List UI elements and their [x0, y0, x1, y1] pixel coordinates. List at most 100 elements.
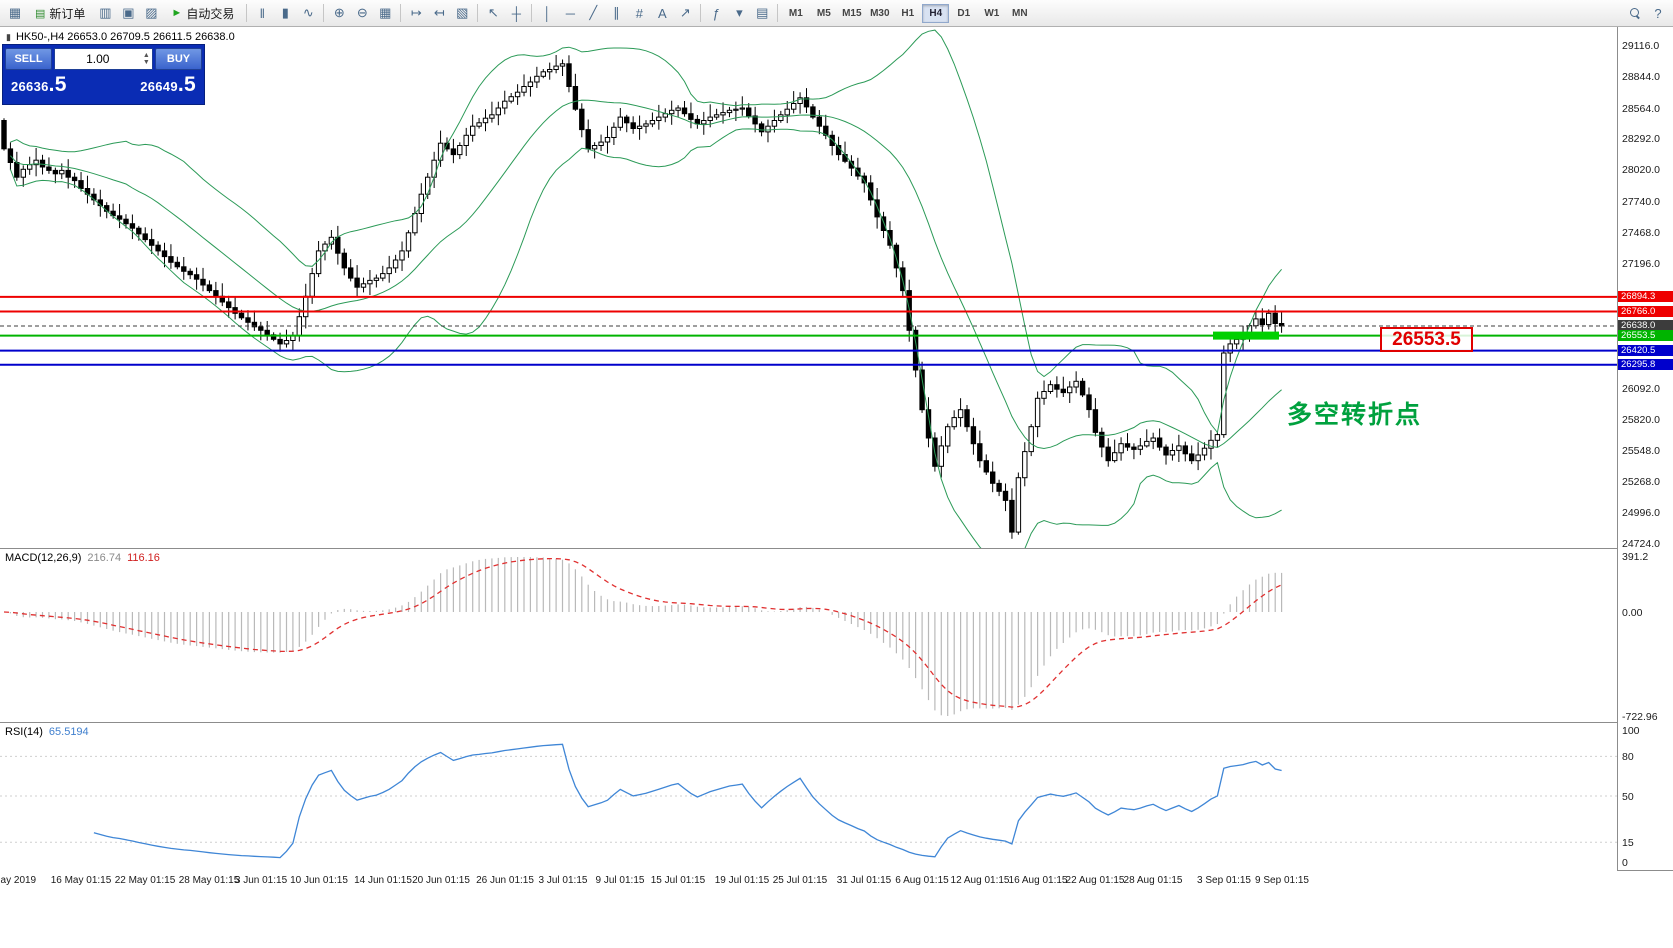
- timeframe-button-h1[interactable]: H1: [901, 7, 915, 19]
- price-annotation-box[interactable]: 26553.5: [1380, 327, 1473, 352]
- timeframe-button-mn[interactable]: MN: [1012, 7, 1028, 19]
- cursor-icon[interactable]: ↖: [487, 5, 499, 20]
- time-axis-label: 31 Jul 01:15: [836, 875, 892, 886]
- text-tool-icon[interactable]: A: [657, 5, 667, 21]
- line-chart-icon[interactable]: ∿: [302, 5, 314, 20]
- one-click-trade-panel: SELL ▲ ▼ BUY 26636.5 26649.5: [2, 44, 205, 105]
- macd-axis-tick: 0.00: [1622, 607, 1643, 619]
- price-tick: 27196.0: [1622, 258, 1660, 270]
- price-tick: 25820.0: [1622, 414, 1660, 426]
- templates-icon[interactable]: ▤: [756, 5, 769, 20]
- volume-field[interactable]: ▲ ▼: [54, 48, 153, 70]
- time-axis-label: 26 Jun 01:15: [476, 875, 534, 886]
- timeframe-button-m30[interactable]: M30: [870, 7, 890, 19]
- rsi-canvas[interactable]: [0, 723, 1617, 870]
- timeframe-button-d1[interactable]: D1: [957, 7, 971, 19]
- autotrade-play-icon: ►: [171, 7, 183, 19]
- profiles-icon[interactable]: ▥: [99, 5, 112, 20]
- indicators-icon[interactable]: ƒ: [712, 5, 720, 21]
- time-axis-label: 15 Jul 01:15: [650, 875, 706, 886]
- time-axis-label: 19 Jul 01:15: [714, 875, 770, 886]
- chart-window-icon[interactable]: ▦: [8, 5, 22, 20]
- volume-input[interactable]: [55, 51, 141, 67]
- time-axis-label: 3 Sep 01:15: [1197, 875, 1251, 886]
- macd-signal-value: 116.16: [127, 552, 160, 564]
- time-axis-label: 9 May 2019: [0, 875, 37, 886]
- time-axis-label: 20 Jun 01:15: [412, 875, 470, 886]
- vertical-line-icon[interactable]: │: [543, 5, 552, 21]
- search-icon[interactable]: [1624, 3, 1646, 23]
- zoom-in-icon[interactable]: ⊕: [333, 5, 345, 20]
- price-tick: 26092.0: [1622, 383, 1660, 395]
- buy-price: 26649.5: [140, 73, 196, 96]
- time-axis-label: 22 Aug 01:15: [1065, 875, 1125, 886]
- turning-point-annotation[interactable]: 多空转折点: [1287, 402, 1423, 429]
- toolbar-separator: [400, 4, 402, 22]
- rsi-panel-separator[interactable]: [0, 722, 1673, 723]
- toolbar-separator: [777, 4, 779, 22]
- rsi-axis-tick: 100: [1622, 725, 1640, 737]
- time-axis-label: 12 Aug 01:15: [950, 875, 1010, 886]
- chart-shift-icon[interactable]: ↤: [433, 5, 445, 20]
- auto-scroll-icon[interactable]: ↦: [410, 5, 422, 20]
- time-axis-label: 25 Jul 01:15: [772, 875, 828, 886]
- hline-thick-segment: [1213, 331, 1279, 340]
- help-icon[interactable]: ?: [1654, 5, 1662, 21]
- sell-button[interactable]: SELL: [5, 48, 52, 70]
- marketwatch-icon[interactable]: ▣: [122, 5, 135, 20]
- price-tag-26295.8[interactable]: 26295.8: [1618, 359, 1673, 370]
- rsi-value: 65.5194: [48, 726, 89, 738]
- price-tag-26766.0[interactable]: 26766.0: [1618, 306, 1673, 317]
- volume-up-icon[interactable]: ▲: [142, 52, 150, 59]
- new-order-button[interactable]: ▤ 新订单: [27, 3, 93, 24]
- tile-windows-icon[interactable]: ▦: [379, 5, 392, 20]
- candlestick-chart-icon[interactable]: ▮: [281, 5, 289, 20]
- magnifier-glass: [1629, 7, 1641, 19]
- price-tag-26553.5[interactable]: 26553.5: [1618, 330, 1673, 341]
- price-tag-26638.0[interactable]: 26638.0: [1618, 320, 1673, 331]
- time-axis-label: 3 Jun 01:15: [234, 875, 288, 886]
- timeframe-button-m15[interactable]: M15: [842, 7, 862, 19]
- time-axis-label: 10 Jun 01:15: [290, 875, 348, 886]
- autotrade-button[interactable]: ► 自动交易: [163, 3, 242, 24]
- fibonacci-icon[interactable]: #: [635, 5, 643, 21]
- toolbar: ▦ ▤ 新订单 ▥ ▣ ▨ ► 自动交易 ‖ ▮ ∿ ⊕ ⊖ ▦ ↦ ↤ ▧ ↖ ┼ │ ─ ╱ ∥ # A ↗ ƒ ▾ ▤ M1 M5 M1…: [0, 0, 1673, 27]
- timeframe-button-w1[interactable]: W1: [984, 7, 1000, 19]
- price-tag-26894.3[interactable]: 26894.3: [1618, 291, 1673, 302]
- arrow-tool-icon[interactable]: ↗: [679, 5, 691, 20]
- bar-chart-icon[interactable]: ‖: [259, 5, 266, 21]
- price-tick: 25268.0: [1622, 476, 1660, 488]
- macd-indicator-label: MACD(12,26,9) 216.74 116.16: [5, 552, 160, 564]
- price-axis[interactable]: 29116.0 28844.0 28564.0 28292.0 28020.0 27740…: [1617, 27, 1673, 870]
- crosshair-icon[interactable]: ┼: [511, 5, 521, 21]
- data-window-icon[interactable]: ▨: [145, 5, 158, 20]
- price-tag-26420.5[interactable]: 26420.5: [1618, 345, 1673, 356]
- price-tick: 28020.0: [1622, 164, 1660, 176]
- price-tick: 24724.0: [1622, 538, 1660, 550]
- chart-settings-icon[interactable]: ▧: [456, 5, 469, 20]
- time-axis-label: 3 Jul 01:15: [538, 875, 588, 886]
- chart-window: ▮ HK50-,H4 26653.0 26709.5 26611.5 26638…: [0, 27, 1673, 948]
- trendline-icon[interactable]: ╱: [589, 5, 598, 20]
- zoom-out-icon[interactable]: ⊖: [356, 5, 368, 20]
- horizontal-line-icon[interactable]: ─: [565, 5, 575, 21]
- buy-button[interactable]: BUY: [155, 48, 202, 70]
- price-tick: 27468.0: [1622, 227, 1660, 239]
- channel-icon[interactable]: ∥: [613, 5, 620, 20]
- time-axis-label: 16 May 01:15: [50, 875, 112, 886]
- volume-down-icon[interactable]: ▼: [142, 59, 150, 66]
- timeframe-button-m5[interactable]: M5: [816, 7, 831, 19]
- main-chart-canvas[interactable]: [0, 27, 1617, 548]
- timeframe-button-h4[interactable]: H4: [922, 3, 950, 23]
- time-axis-label: 9 Jul 01:15: [595, 875, 645, 886]
- timeframe-button-m1[interactable]: M1: [788, 7, 803, 19]
- toolbar-separator: [323, 4, 325, 22]
- macd-panel-separator[interactable]: [0, 548, 1673, 549]
- price-tick: 25548.0: [1622, 445, 1660, 457]
- macd-canvas[interactable]: [0, 549, 1617, 722]
- timeframes-menu-icon[interactable]: ▾: [736, 5, 743, 20]
- rsi-axis-tick: 0: [1622, 857, 1628, 869]
- sell-price: 26636.5: [11, 73, 67, 96]
- toolbar-separator: [246, 4, 248, 22]
